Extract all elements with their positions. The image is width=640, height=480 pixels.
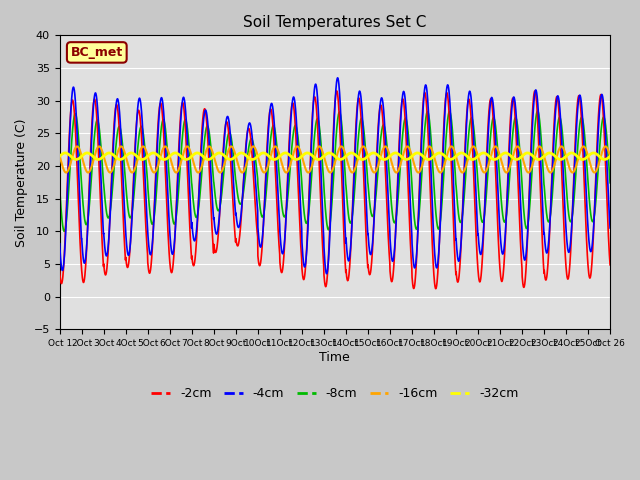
Legend: -2cm, -4cm, -8cm, -16cm, -32cm: -2cm, -4cm, -8cm, -16cm, -32cm: [147, 383, 524, 406]
Y-axis label: Soil Temperature (C): Soil Temperature (C): [15, 118, 28, 247]
X-axis label: Time: Time: [319, 351, 350, 364]
Title: Soil Temperatures Set C: Soil Temperatures Set C: [243, 15, 426, 30]
Text: BC_met: BC_met: [70, 46, 123, 59]
